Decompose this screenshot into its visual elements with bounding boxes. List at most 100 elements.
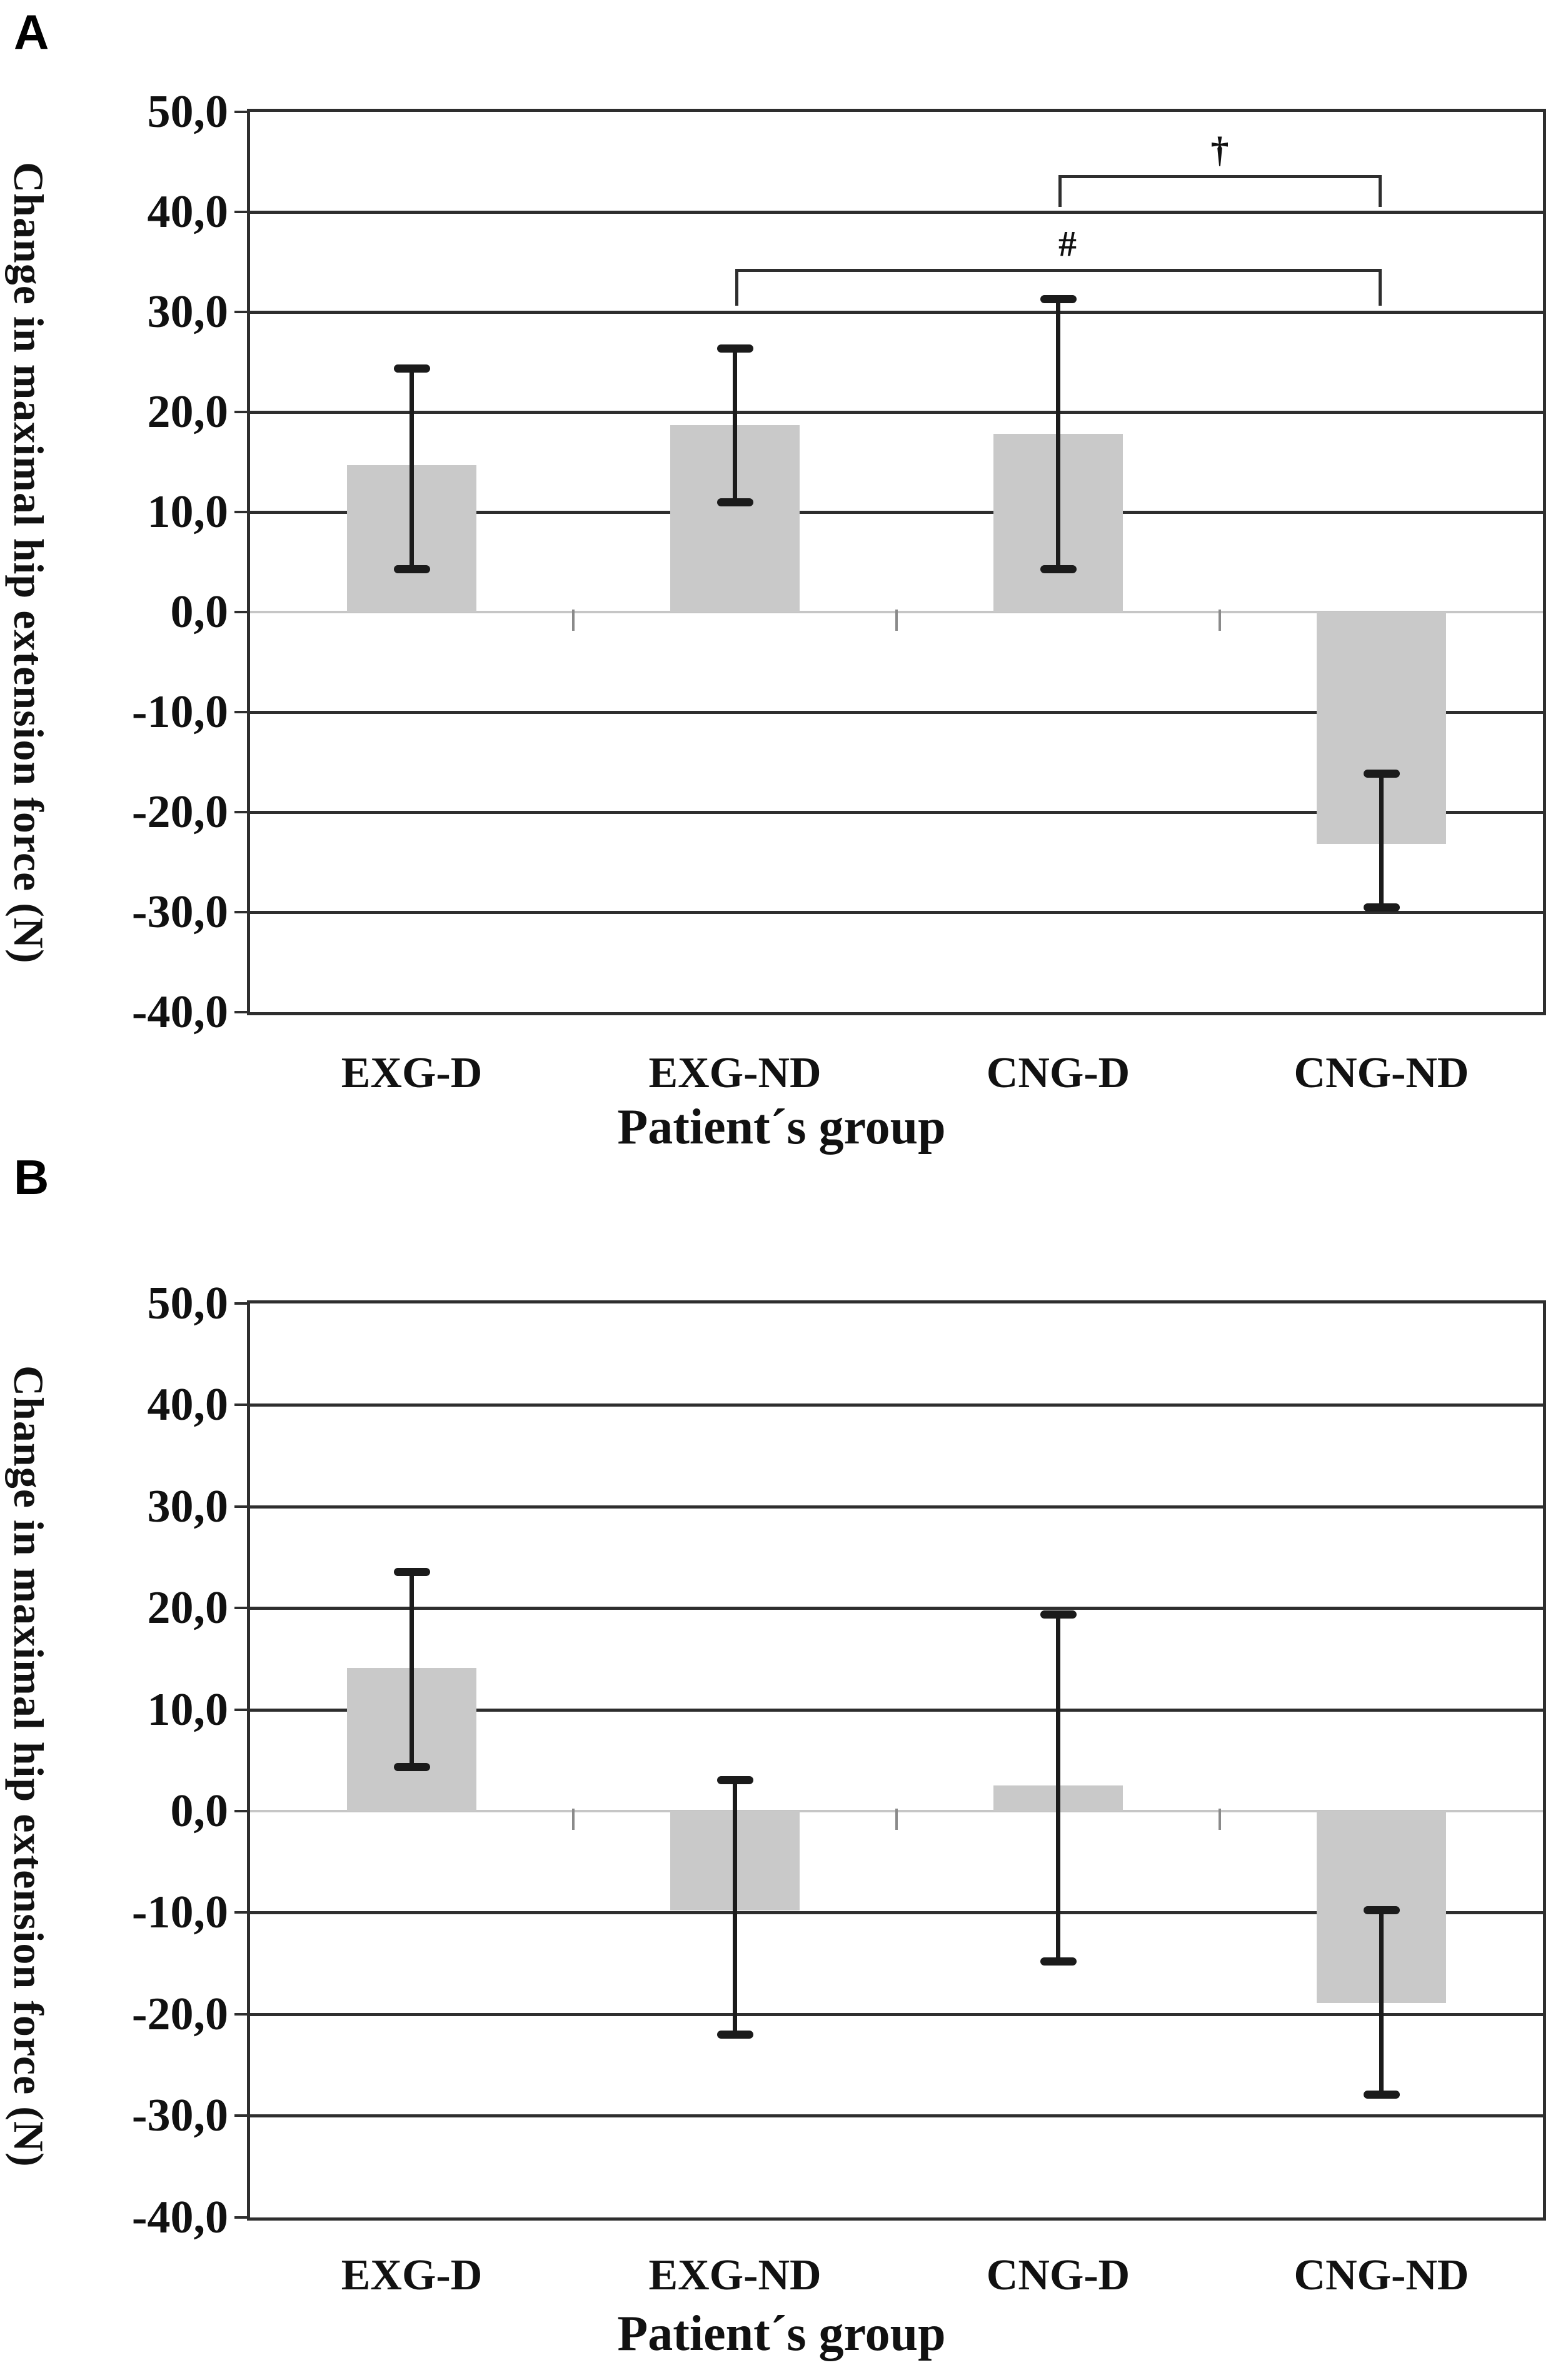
error-bar-cap-bottom — [1363, 2091, 1400, 2099]
panel-b-y-axis-title: Change in maximal hip extension force (N… — [5, 1365, 53, 2167]
panel-a-letter: A — [14, 4, 49, 59]
y-axis-tick-label: -40,0 — [131, 2191, 228, 2243]
significance-bracket-bar — [735, 269, 1382, 273]
panel-a-x-axis-title: Patient´s group — [617, 1100, 946, 1155]
significance-bracket-tick-left — [735, 269, 738, 306]
y-axis-tick — [234, 2114, 247, 2117]
significance-symbol: # — [1058, 223, 1077, 264]
y-axis-tick — [234, 411, 247, 413]
y-axis-tick-label: 0,0 — [170, 586, 229, 638]
error-bar-cap-top — [1040, 295, 1077, 304]
y-axis-tick — [234, 1607, 247, 1610]
error-bar-line — [1379, 1909, 1384, 2095]
gridline — [250, 311, 1543, 314]
error-bar-line — [410, 1571, 414, 1767]
x-axis-label-EXG-ND: EXG-ND — [648, 2251, 822, 2299]
gridline — [250, 411, 1543, 414]
gridline — [250, 1911, 1543, 1915]
y-axis-tick — [234, 1505, 247, 1508]
gridline — [250, 211, 1543, 214]
error-bar-line — [410, 368, 414, 570]
panel-a-y-axis-title: Change in maximal hip extension force (N… — [5, 161, 53, 964]
significance-symbol: † — [1210, 129, 1229, 170]
error-bar-cap-bottom — [393, 1762, 430, 1771]
y-axis-tick-label: -40,0 — [131, 987, 228, 1038]
y-axis-tick — [234, 1911, 247, 1914]
y-axis-tick — [234, 2216, 247, 2219]
error-bar-cap-bottom — [393, 565, 430, 574]
y-axis-tick-label: 30,0 — [147, 286, 229, 338]
y-axis-tick-label: -20,0 — [131, 1988, 228, 2040]
error-bar-line — [1056, 299, 1060, 570]
y-axis-tick-label: 0,0 — [170, 1785, 229, 1837]
y-axis-tick — [234, 811, 247, 813]
category-axis-tick — [572, 610, 575, 631]
y-axis-tick-label: 20,0 — [147, 386, 229, 438]
category-axis-tick — [895, 1809, 898, 1830]
y-axis-tick-label: 50,0 — [147, 1278, 229, 1329]
y-axis-tick — [234, 1810, 247, 1812]
significance-bracket-tick-right — [1378, 174, 1382, 207]
error-bar-cap-top — [393, 1567, 430, 1576]
x-axis-label-EXG-ND: EXG-ND — [648, 1049, 822, 1097]
y-axis-tick — [234, 211, 247, 213]
y-axis-tick — [234, 1708, 247, 1711]
error-bar-cap-top — [393, 364, 430, 373]
gridline — [250, 1403, 1543, 1407]
x-axis-label-CNG-D: CNG-D — [986, 1049, 1130, 1097]
significance-bracket-bar — [1058, 174, 1382, 178]
gridline — [250, 911, 1543, 914]
gridline — [250, 1708, 1543, 1712]
y-axis-tick — [234, 611, 247, 613]
x-axis-label-EXG-D: EXG-D — [341, 2251, 483, 2299]
x-axis-label-CNG-D: CNG-D — [986, 2251, 1130, 2299]
y-axis-tick — [234, 1302, 247, 1305]
y-axis-tick-label: 50,0 — [147, 86, 229, 138]
gridline — [250, 1505, 1543, 1509]
error-bar-line — [1379, 773, 1384, 907]
y-axis-tick-label: 40,0 — [147, 186, 229, 238]
significance-bracket-tick-right — [1378, 269, 1382, 306]
x-axis-label-CNG-ND: CNG-ND — [1294, 2251, 1469, 2299]
gridline — [250, 2012, 1543, 2016]
x-axis-label-EXG-D: EXG-D — [341, 1049, 483, 1097]
significance-bracket-tick-left — [1058, 174, 1062, 207]
error-bar-cap-bottom — [716, 498, 753, 506]
error-bar-cap-top — [1040, 1610, 1077, 1619]
y-axis-tick-label: -10,0 — [131, 686, 228, 738]
error-bar-cap-bottom — [1040, 565, 1077, 574]
gridline — [250, 511, 1543, 514]
error-bar-cap-top — [716, 1775, 753, 1784]
y-axis-tick — [234, 1403, 247, 1407]
y-axis-tick-label: 10,0 — [147, 486, 229, 538]
y-axis-tick — [234, 111, 247, 113]
y-axis-tick — [234, 511, 247, 513]
y-axis-tick-label: 40,0 — [147, 1379, 229, 1431]
error-bar-line — [733, 1779, 737, 2035]
y-axis-tick — [234, 2012, 247, 2016]
y-axis-tick — [234, 911, 247, 913]
category-axis-tick — [1219, 1809, 1221, 1830]
error-bar-cap-bottom — [1040, 1957, 1077, 1966]
error-bar-cap-top — [1363, 1906, 1400, 1914]
y-axis-tick — [234, 311, 247, 313]
error-bar-cap-top — [1363, 769, 1400, 778]
error-bar-cap-bottom — [1363, 903, 1400, 911]
error-bar-line — [1056, 1614, 1060, 1962]
y-axis-tick-label: -30,0 — [131, 2090, 228, 2142]
error-bar-cap-top — [716, 344, 753, 353]
y-axis-tick-label: -30,0 — [131, 886, 228, 938]
gridline — [250, 1607, 1543, 1610]
y-axis-tick-label: -20,0 — [131, 786, 228, 838]
y-axis-tick — [234, 1011, 247, 1013]
y-axis-tick-label: 20,0 — [147, 1582, 229, 1634]
category-axis-tick — [572, 1809, 575, 1830]
category-axis-tick — [1219, 610, 1221, 631]
panel-b-letter: B — [14, 1150, 49, 1205]
category-axis-tick — [895, 610, 898, 631]
panel-b-x-axis-title: Patient´s group — [617, 2306, 946, 2361]
error-bar-cap-bottom — [716, 2031, 753, 2039]
gridline — [250, 811, 1543, 814]
gridline — [250, 711, 1543, 714]
